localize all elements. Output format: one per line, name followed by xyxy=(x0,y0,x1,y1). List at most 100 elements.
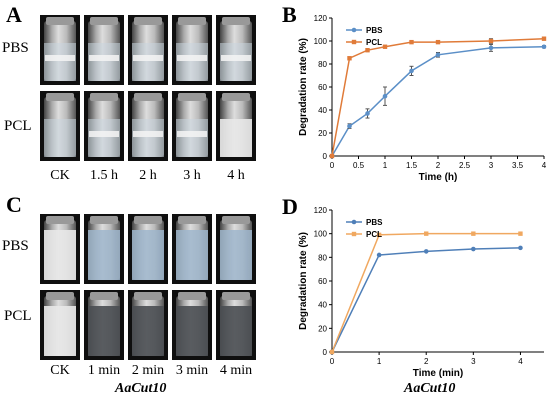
y-tick-label: 100 xyxy=(314,37,328,46)
y-tick-label: 100 xyxy=(314,230,328,239)
y-tick-label: 60 xyxy=(318,83,327,92)
vial-photo xyxy=(216,214,256,284)
y-tick-label: 40 xyxy=(318,106,327,115)
legend-marker xyxy=(351,27,357,33)
data-point xyxy=(471,246,476,252)
vial-photo xyxy=(172,214,212,284)
vial-photo xyxy=(172,290,212,360)
x-tick-label: 0 xyxy=(330,357,335,366)
data-point xyxy=(347,56,352,61)
x-tick-label: 0 xyxy=(330,161,335,170)
y-tick-label: 80 xyxy=(318,253,327,262)
condition-label: 3 h xyxy=(183,168,201,183)
data-point xyxy=(488,45,494,51)
caption-d: AaCut10 xyxy=(404,381,456,396)
y-tick-label: 40 xyxy=(318,301,327,310)
x-tick-label: 4 xyxy=(518,357,523,366)
vial-photo xyxy=(128,91,168,161)
x-tick-label: 1.5 xyxy=(406,161,418,170)
x-tick-label: 2.5 xyxy=(459,161,471,170)
panel-letter-c: C xyxy=(6,192,22,217)
y-tick-label: 0 xyxy=(323,152,328,161)
data-point xyxy=(541,36,547,41)
data-point xyxy=(409,39,414,45)
data-point xyxy=(518,245,523,251)
data-point xyxy=(376,232,382,238)
vial-photo xyxy=(84,91,124,161)
legend-marker xyxy=(351,219,357,225)
legend-label: PBS xyxy=(366,218,383,227)
legend-marker xyxy=(351,39,357,45)
y-tick-label: 0 xyxy=(323,348,328,357)
vial-photo-row-pbs-c xyxy=(40,214,256,284)
vial-photo-row-pcl-c xyxy=(40,290,256,360)
legend-label: PCL xyxy=(366,230,382,239)
y-tick-label: 80 xyxy=(318,60,327,69)
vial-photo xyxy=(40,15,80,85)
vial-photo xyxy=(128,290,168,360)
vial-photo xyxy=(172,15,212,85)
vial-photo xyxy=(40,214,80,284)
vial-photo xyxy=(84,214,124,284)
data-point xyxy=(382,93,388,99)
y-tick-label: 120 xyxy=(314,14,328,23)
data-point xyxy=(435,39,441,45)
vial-photo xyxy=(128,214,168,284)
panel-letter-b: B xyxy=(282,2,297,27)
y-axis-label: Degradation rate (%) xyxy=(298,38,309,136)
condition-labels-c: CK 1 min 2 min 3 min 4 min xyxy=(40,363,256,379)
vial-photo xyxy=(40,290,80,360)
x-tick-label: 2 xyxy=(436,161,441,170)
row-label-pbs-a: PBS xyxy=(2,40,29,56)
condition-label: 2 min xyxy=(131,363,165,378)
vial-photo xyxy=(40,91,80,161)
row-label-pbs-c: PBS xyxy=(2,238,29,254)
condition-label: 1 min xyxy=(87,363,121,378)
condition-label: CK xyxy=(50,363,70,378)
vial-photo xyxy=(84,15,124,85)
condition-label: 1.5 h xyxy=(90,168,118,183)
x-tick-label: 2 xyxy=(424,357,429,366)
series-line-pbs xyxy=(331,46,545,157)
x-tick-label: 3.5 xyxy=(512,161,524,170)
data-point xyxy=(424,231,429,236)
data-point xyxy=(329,153,335,159)
data-point xyxy=(423,249,429,254)
condition-label: 3 min xyxy=(175,363,209,378)
condition-label: CK xyxy=(50,168,70,183)
legend-marker xyxy=(351,231,357,237)
chart-d: 0 20 40 60 80 100 120 0 1 2 3 4 Time (min) Degradatio… xyxy=(298,206,544,379)
vial-photo xyxy=(172,91,212,161)
data-point xyxy=(471,231,476,236)
data-point xyxy=(518,231,523,236)
row-label-pcl-c: PCL xyxy=(4,308,32,324)
y-axis-label: Degradation rate (%) xyxy=(298,232,309,330)
vial-photo xyxy=(128,15,168,85)
condition-label: 2 h xyxy=(139,168,157,183)
series-line-pbs xyxy=(331,247,521,353)
x-axis-label: Time (min) xyxy=(413,368,463,379)
vial-photo xyxy=(216,290,256,360)
data-point xyxy=(382,44,388,49)
vial-photo xyxy=(84,290,124,360)
vial-photo xyxy=(216,15,256,85)
data-point xyxy=(409,68,414,74)
condition-labels-a: CK 1.5 h 2 h 3 h 4 h xyxy=(40,168,256,184)
data-point xyxy=(488,38,494,44)
legend-label: PCL xyxy=(366,38,382,47)
x-tick-label: 1 xyxy=(383,161,388,170)
x-tick-label: 4 xyxy=(542,161,547,170)
y-tick-label: 20 xyxy=(318,129,327,138)
chart-b: 0 20 40 60 80 100 120 0 0.5 1 1.5 2 2.5 3 3.5 4 Time (h)… xyxy=(298,14,547,183)
data-point xyxy=(376,252,382,258)
y-tick-label: 60 xyxy=(318,277,327,286)
x-tick-label: 0.5 xyxy=(353,161,365,170)
row-label-pcl-a: PCL xyxy=(4,118,32,134)
condition-label: 4 min xyxy=(219,363,253,378)
series-line-pcl xyxy=(331,37,545,157)
legend-label: PBS xyxy=(366,26,383,35)
condition-label: 4 h xyxy=(227,168,245,183)
data-point xyxy=(435,52,441,58)
panel-letter-d: D xyxy=(282,194,298,219)
caption-c: AaCut10 xyxy=(115,381,167,396)
